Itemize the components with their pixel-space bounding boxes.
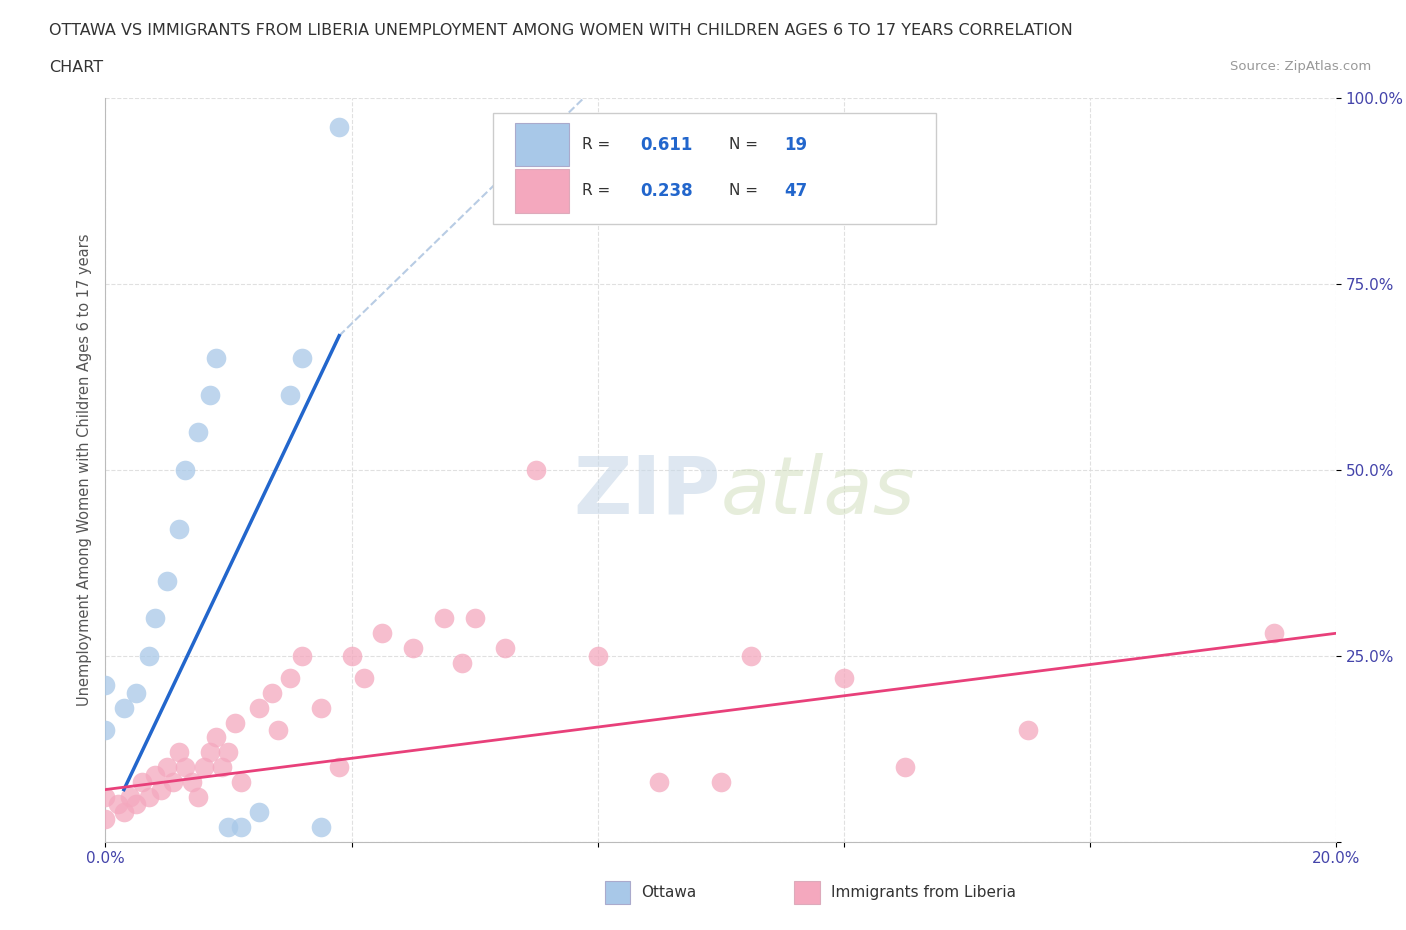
Point (402, 641, 425, 656)
Point (740, 648, 762, 663)
Point (94, 678, 117, 693)
Point (267, 723, 290, 737)
Point (278, 671, 301, 685)
Y-axis label: Unemployment Among Women with Children Ages 6 to 17 years: Unemployment Among Women with Children A… (76, 233, 91, 706)
Point (247, 700, 270, 715)
Point (112, 700, 135, 715)
Point (371, 626, 394, 641)
Text: Ottawa: Ottawa (641, 885, 696, 900)
Point (494, 641, 516, 656)
Point (131, 775, 153, 790)
Point (328, 120, 350, 135)
Point (218, 745, 240, 760)
Point (198, 388, 221, 403)
Point (894, 760, 917, 775)
FancyBboxPatch shape (515, 123, 569, 166)
Point (169, 745, 191, 760)
Point (229, 819, 252, 834)
Point (169, 522, 191, 537)
Text: Immigrants from Liberia: Immigrants from Liberia (831, 885, 1017, 900)
Point (138, 648, 160, 663)
Point (464, 611, 486, 626)
Point (94, 812, 117, 827)
Text: 19: 19 (785, 136, 807, 153)
Point (138, 790, 160, 804)
Point (309, 700, 332, 715)
Point (260, 685, 283, 700)
Text: 0.238: 0.238 (641, 181, 693, 200)
FancyBboxPatch shape (515, 168, 569, 213)
Point (180, 775, 202, 790)
Point (112, 804, 135, 819)
Text: R =: R = (582, 137, 614, 152)
Text: OTTAWA VS IMMIGRANTS FROM LIBERIA UNEMPLOYMENT AMONG WOMEN WITH CHILDREN AGES 6 : OTTAWA VS IMMIGRANTS FROM LIBERIA UNEMPL… (49, 23, 1073, 38)
Text: atlas: atlas (721, 453, 915, 531)
Point (156, 574, 179, 589)
Point (125, 685, 148, 700)
Point (156, 760, 179, 775)
Point (247, 804, 270, 819)
Point (586, 648, 609, 663)
Text: 47: 47 (785, 181, 808, 200)
Point (710, 775, 733, 790)
Text: CHART: CHART (49, 60, 103, 75)
Point (125, 797, 148, 812)
Point (107, 797, 129, 812)
Text: Source: ZipAtlas.com: Source: ZipAtlas.com (1230, 60, 1371, 73)
Point (1263, 626, 1285, 641)
Text: N =: N = (730, 137, 763, 152)
Point (187, 425, 209, 440)
Point (211, 760, 233, 775)
Point (120, 790, 141, 804)
Point (278, 388, 301, 403)
Point (648, 775, 671, 790)
Point (832, 671, 855, 685)
Point (193, 760, 215, 775)
Point (143, 611, 166, 626)
Point (309, 819, 332, 834)
Point (524, 462, 547, 477)
Point (198, 745, 221, 760)
Point (143, 767, 166, 782)
Point (174, 462, 197, 477)
Point (149, 782, 172, 797)
Point (1017, 723, 1039, 737)
Point (224, 715, 246, 730)
Point (291, 648, 314, 663)
Point (205, 351, 228, 365)
Point (353, 671, 375, 685)
Text: ZIP: ZIP (574, 453, 721, 531)
Point (229, 775, 252, 790)
Text: N =: N = (730, 183, 763, 198)
Point (340, 648, 363, 663)
Point (174, 760, 197, 775)
Point (291, 351, 314, 365)
Text: R =: R = (582, 183, 614, 198)
Point (451, 656, 474, 671)
FancyBboxPatch shape (494, 113, 936, 224)
Point (433, 611, 456, 626)
Point (162, 775, 184, 790)
Text: 0.611: 0.611 (641, 136, 693, 153)
Point (328, 760, 350, 775)
Point (187, 790, 209, 804)
Point (218, 819, 240, 834)
Point (205, 730, 228, 745)
Point (94, 790, 117, 804)
Point (94, 723, 117, 737)
